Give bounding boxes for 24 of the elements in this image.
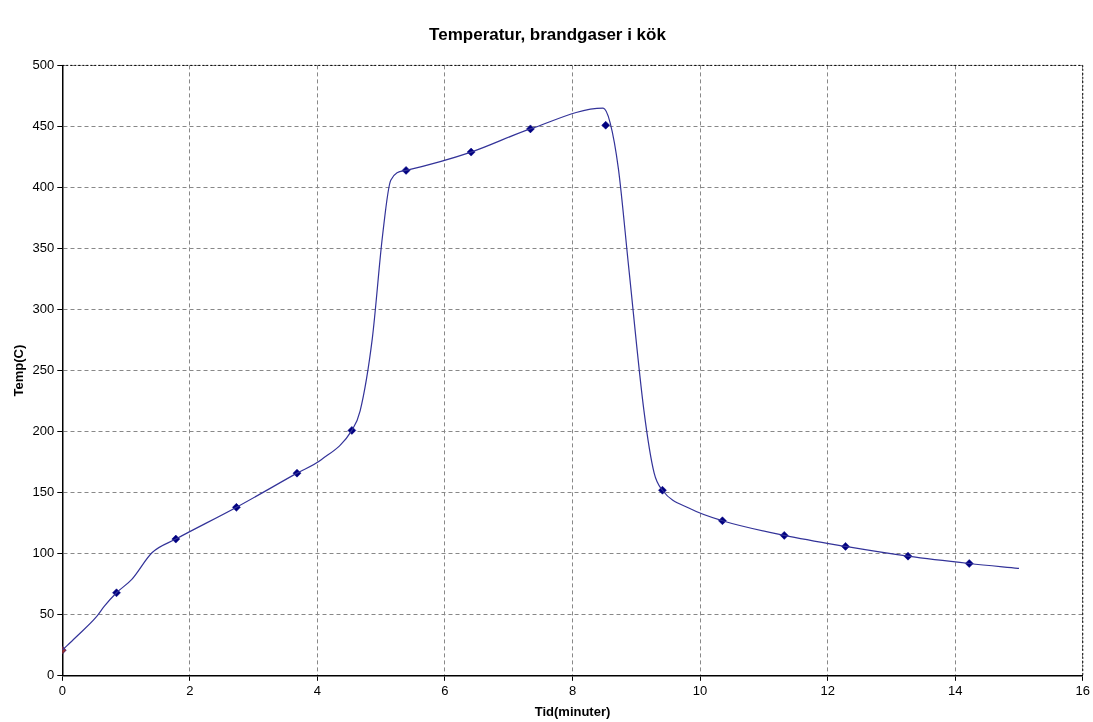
x-tick-label: 10 [692, 683, 708, 699]
y-tick-label: 300 [32, 301, 55, 317]
y-tick-label: 400 [32, 179, 55, 195]
y-tick-label: 150 [32, 484, 55, 500]
x-tick-label: 12 [820, 683, 835, 699]
y-axis-title: Temp(C) [11, 344, 27, 397]
y-tick-label: 350 [32, 240, 55, 256]
x-tick-label: 16 [1075, 683, 1090, 699]
x-tick-label: 0 [58, 683, 66, 699]
point [601, 120, 610, 130]
x-axis-title: Tid(minuter) [534, 703, 611, 719]
chart-title: Temperatur, brandgaser i kök [429, 24, 667, 44]
x-tick-label: 6 [441, 683, 449, 699]
y-tick-label: 50 [39, 606, 55, 622]
x-tick-label: 4 [313, 683, 322, 699]
x-tick-label: 2 [186, 683, 194, 699]
y-tick-label: 500 [32, 56, 55, 72]
x-tick-label: 14 [947, 683, 963, 699]
x-tick-label: 8 [568, 683, 577, 699]
y-tick-label: 100 [32, 545, 55, 561]
y-tick-label: 450 [32, 118, 55, 134]
y-tick-label: 0 [47, 667, 55, 683]
y-tick-label: 250 [32, 362, 55, 378]
y-tick-label: 200 [32, 423, 55, 439]
